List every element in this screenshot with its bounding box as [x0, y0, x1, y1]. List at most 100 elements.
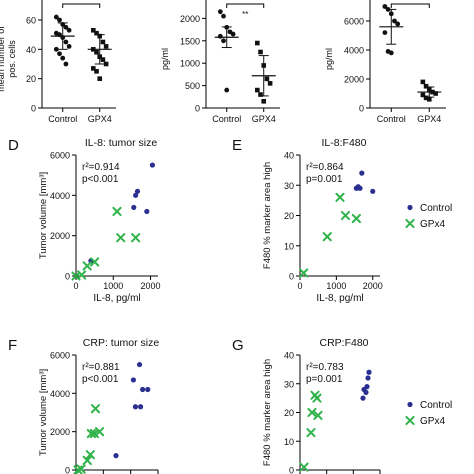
x-category-label: GPX4 [88, 114, 112, 124]
y-tick-label: 40 [26, 45, 36, 55]
r-squared-label: r²=0.864 [306, 162, 344, 173]
data-point-control [382, 4, 388, 9]
data-point-gpx4 [76, 464, 86, 474]
data-point-gpx4 [255, 40, 260, 46]
y-tick-label: 10 [284, 241, 294, 251]
data-point-gpx4 [351, 213, 361, 224]
data-point-gpx4 [423, 83, 429, 89]
data-point-gpx4 [100, 39, 106, 45]
x-tick-label: 0 [297, 281, 302, 291]
x-tick-label: 0 [73, 281, 78, 291]
p-value-label: p=0.001 [306, 174, 343, 185]
data-point-control [357, 185, 363, 191]
data-point-gpx4 [426, 97, 432, 102]
y-tick-label: 500 [185, 81, 200, 91]
data-point-gpx4 [258, 49, 263, 55]
legend-label: Control [420, 400, 452, 411]
data-point-gpx4 [82, 455, 92, 466]
legend-label: GPx4 [420, 416, 445, 427]
panel-title: CRP: tumor size [83, 337, 160, 349]
data-point-control [63, 61, 69, 67]
x-category-label: Control [212, 114, 241, 124]
data-point-gpx4 [103, 44, 109, 49]
data-point-control [66, 27, 72, 33]
data-point-gpx4 [261, 98, 267, 104]
y-tick-label: 2000 [50, 231, 70, 241]
legend-marker-gpx4 [405, 218, 415, 229]
data-point-gpx4 [82, 261, 92, 271]
y-tick-label: 2000 [344, 75, 364, 85]
y-tick-label: 30 [284, 379, 294, 389]
y-tick-label: 20 [284, 408, 294, 418]
panel-top-middle-il8: 0 500 1000 1500 2000 Control GPX4 pg/ml ** [160, 0, 280, 124]
significance-bracket [226, 3, 265, 8]
data-point-control [366, 369, 372, 375]
y-axis-label: F480 % marker area high [262, 162, 273, 269]
panel-letter: G [232, 337, 244, 354]
y-tick-label: 40 [284, 151, 294, 161]
data-point-gpx4 [97, 76, 103, 81]
y-tick-label: 10 [284, 437, 294, 447]
data-point-gpx4 [103, 61, 109, 67]
x-axis-label: IL-8, pg/ml [316, 293, 363, 304]
data-point-control [360, 395, 366, 401]
y-tick-label: 6000 [50, 351, 70, 361]
data-point-gpx4 [340, 210, 351, 221]
y-tick-label: 4000 [50, 389, 70, 399]
data-point-control [113, 453, 119, 459]
data-point-gpx4 [267, 81, 273, 86]
data-point-control [395, 21, 401, 27]
data-point-gpx4 [86, 428, 96, 439]
data-point-gpx4 [131, 233, 141, 243]
data-point-control [57, 51, 62, 57]
y-axis-label: F480 % marker area high [262, 359, 273, 466]
data-point-control [137, 404, 144, 410]
y-tick-label: 60 [26, 16, 36, 26]
data-point-gpx4 [299, 462, 309, 472]
data-point-control [60, 55, 66, 61]
data-point-gpx4 [94, 69, 99, 74]
y-tick-label: 4000 [344, 46, 364, 56]
data-point-control [221, 13, 226, 19]
data-point-gpx4 [94, 427, 105, 437]
data-point-control [365, 375, 371, 381]
data-point-control [136, 361, 143, 368]
y-tick-label: 0 [289, 272, 294, 282]
panel-title: CRP:F480 [319, 337, 368, 349]
data-point-gpx4 [258, 92, 263, 97]
data-point-control [130, 377, 136, 383]
y-tick-label: 0 [359, 104, 364, 114]
data-point-control [149, 162, 156, 168]
data-point-control [364, 384, 370, 390]
panel-letter: E [232, 137, 242, 154]
data-point-control [221, 38, 226, 44]
x-tick-label: 2000 [141, 281, 161, 291]
x-category-label: GPX4 [417, 114, 441, 124]
x-category-label: Control [48, 114, 77, 124]
r-squared-label: r²=0.881 [82, 362, 120, 373]
data-point-control [63, 39, 69, 45]
panel-title: IL-8: tumor size [85, 137, 158, 149]
y-tick-label: 0 [195, 104, 200, 114]
y-tick-label: 30 [284, 181, 294, 191]
data-point-control [217, 9, 223, 15]
data-point-control [370, 188, 376, 194]
data-point-control [217, 33, 223, 39]
data-point-control [382, 30, 388, 35]
data-point-gpx4 [433, 91, 438, 96]
y-axis-label: pg/ml [324, 48, 334, 70]
data-point-gpx4 [335, 192, 345, 202]
y-tick-label: 20 [26, 74, 36, 84]
data-point-gpx4 [94, 30, 99, 36]
x-tick-label: 2000 [363, 281, 383, 291]
data-point-gpx4 [312, 393, 322, 403]
panel-title: IL-8:F480 [322, 137, 367, 149]
data-point-gpx4 [313, 410, 323, 420]
p-value-label: p<0.001 [82, 174, 119, 185]
y-tick-label: 20 [284, 211, 294, 221]
y-tick-label: 4000 [50, 191, 70, 201]
panel-letter: F [8, 337, 17, 354]
